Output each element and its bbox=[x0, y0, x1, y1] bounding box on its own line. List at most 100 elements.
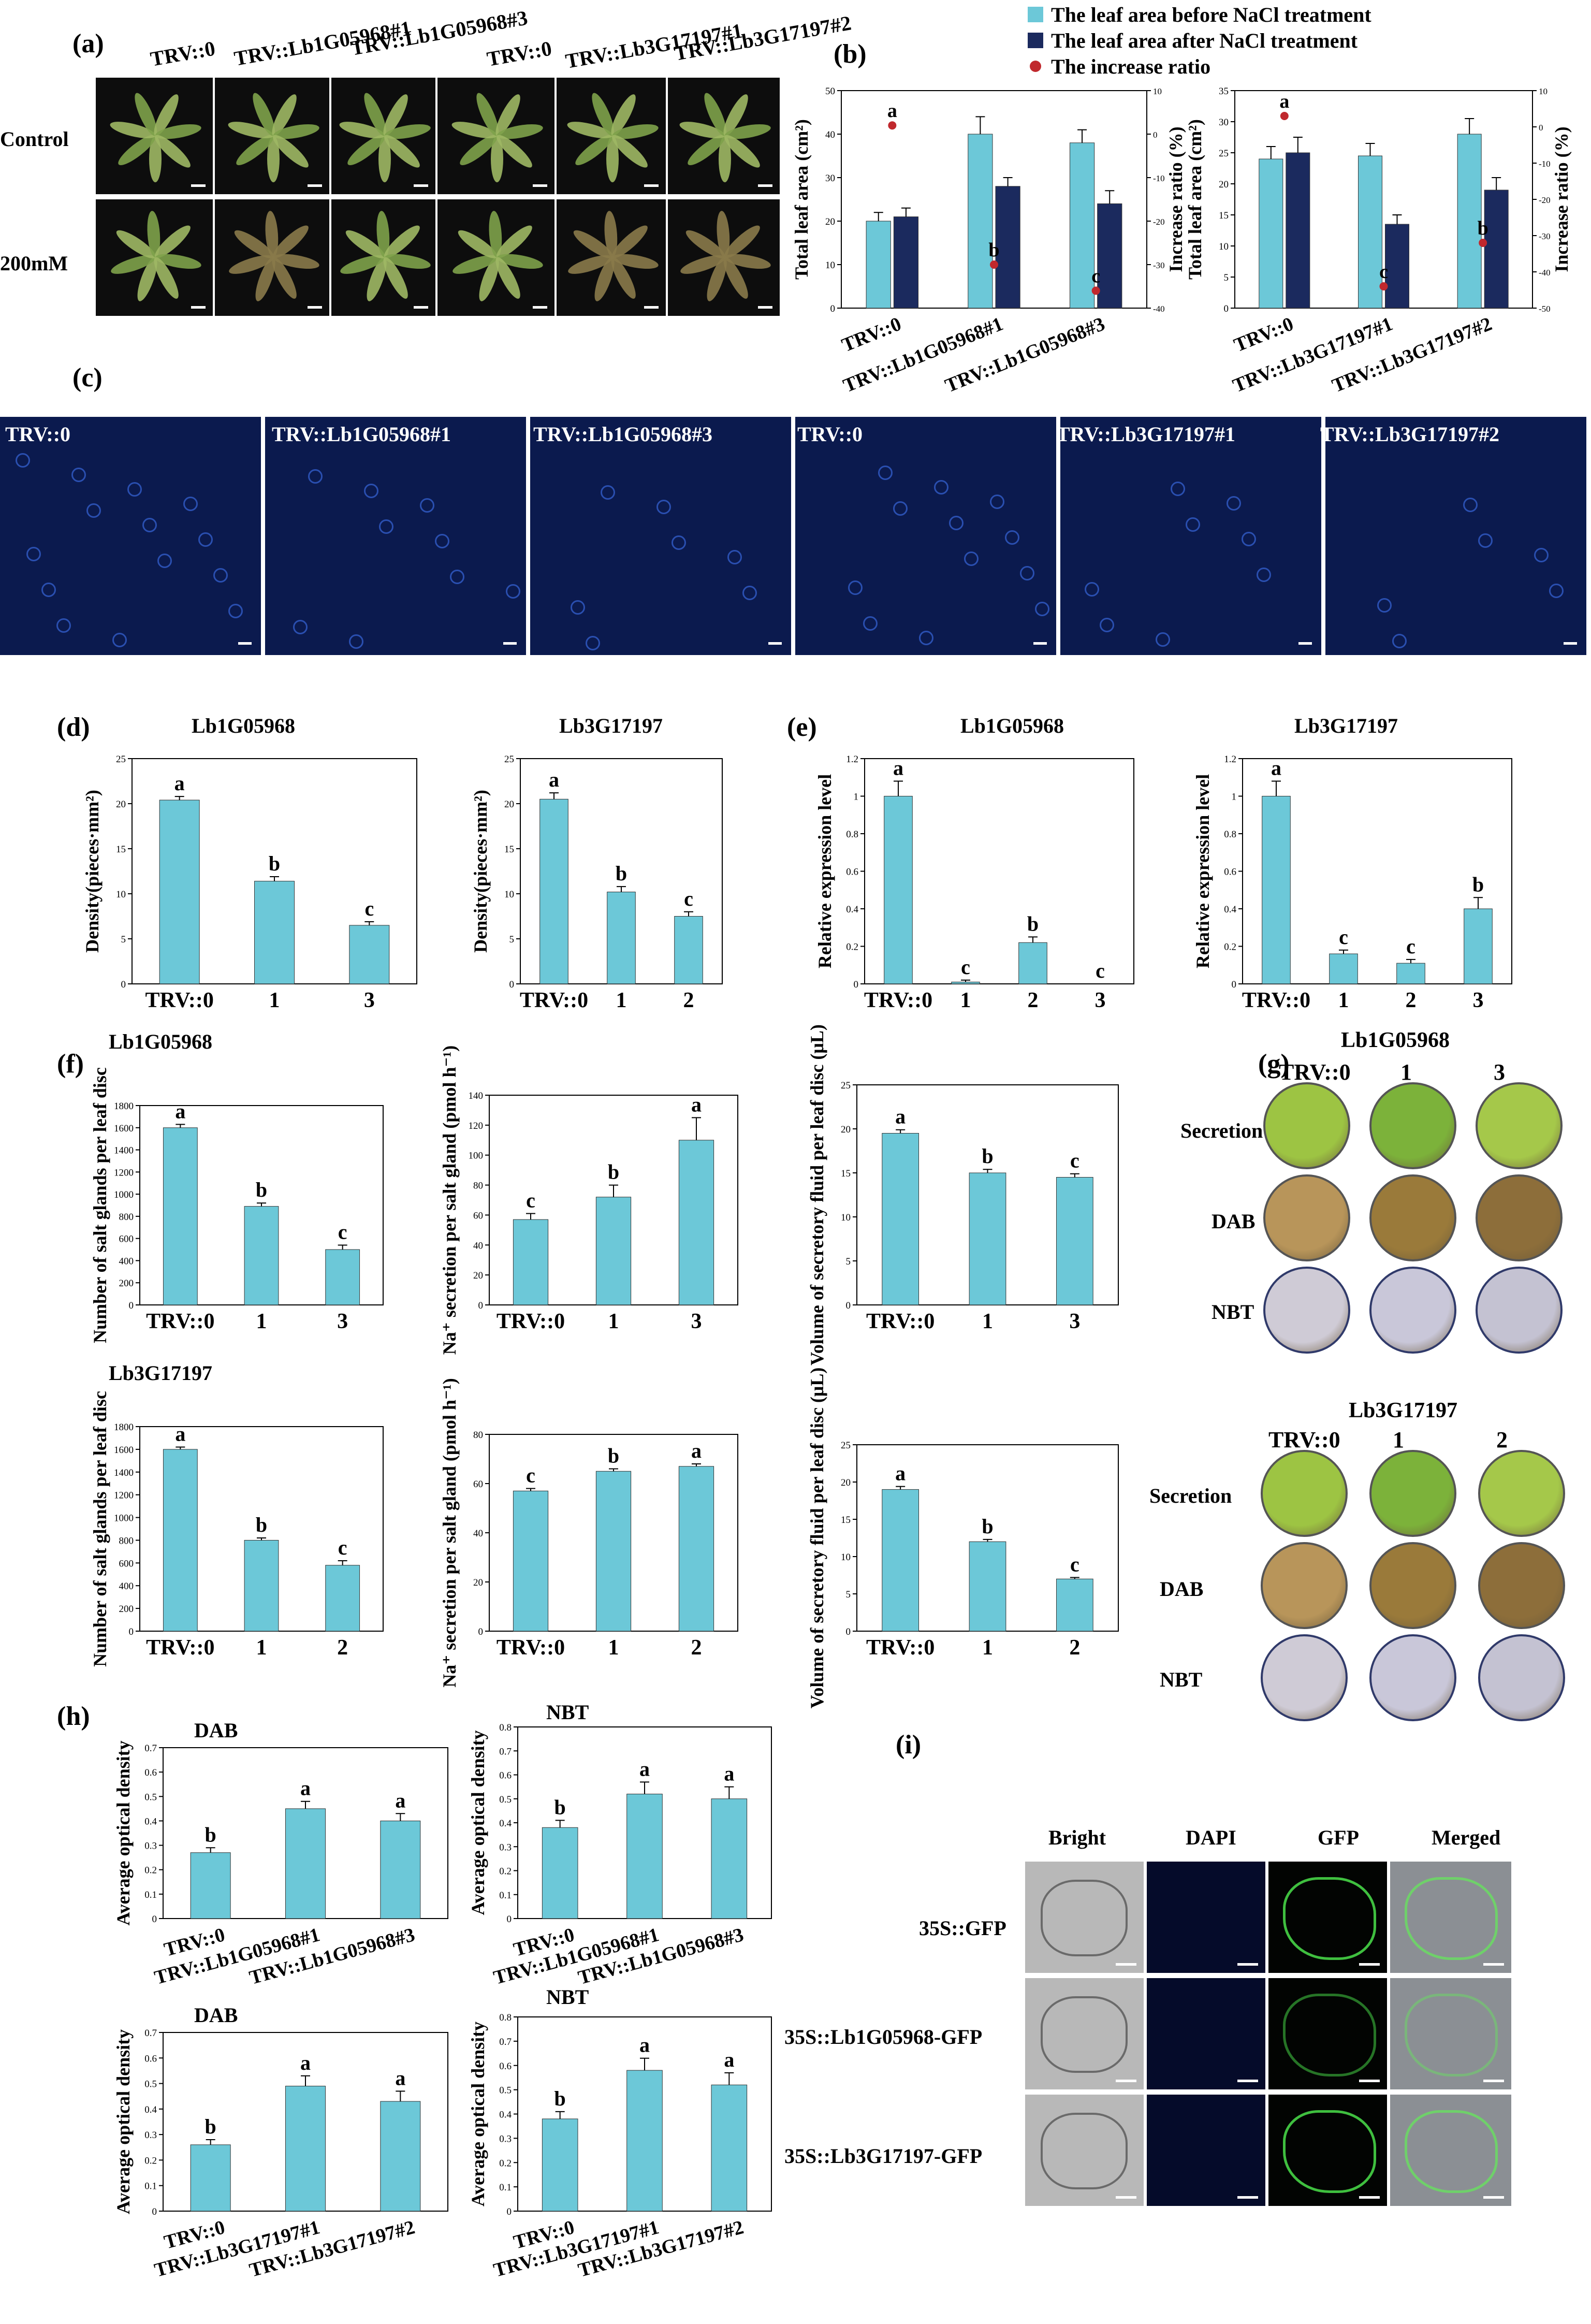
y2-tick-label: -10 bbox=[1539, 159, 1551, 169]
significance-letter: b bbox=[205, 1823, 216, 1846]
significance-letter: a bbox=[639, 2034, 650, 2057]
salt-gland bbox=[364, 484, 378, 498]
panel-label-a: (a) bbox=[72, 29, 104, 59]
bar bbox=[969, 1172, 1006, 1305]
salt-gland bbox=[157, 554, 172, 568]
scale-bar bbox=[308, 306, 322, 309]
plant-photo bbox=[557, 78, 666, 194]
plant-photo bbox=[215, 199, 329, 316]
y-tick-label: 400 bbox=[119, 1581, 134, 1592]
y-tick-label: 25 bbox=[1219, 148, 1229, 159]
bar bbox=[674, 916, 703, 984]
bar-after bbox=[1097, 203, 1122, 309]
x-tick-label: 2 bbox=[691, 1636, 702, 1660]
y-tick-label: 0.2 bbox=[144, 2155, 157, 2166]
x-tick-label: TRV::0 bbox=[146, 1310, 214, 1333]
i-row: 35S::Lb1G05968-GFP bbox=[784, 2025, 983, 2049]
salt-gland bbox=[1035, 602, 1049, 616]
y-tick-label: 0.6 bbox=[144, 1767, 157, 1778]
significance-letter: c bbox=[1070, 1552, 1079, 1576]
g-col: 3 bbox=[1494, 1059, 1505, 1085]
plant-photo bbox=[215, 78, 329, 194]
salt-gland bbox=[742, 586, 757, 600]
y-tick-label: 5 bbox=[121, 934, 126, 945]
y-tick-label: 0.4 bbox=[499, 2110, 512, 2120]
y-tick-label: 40 bbox=[473, 1528, 483, 1539]
x-tick-label: TRV::0 bbox=[866, 1310, 935, 1333]
gfp-image bbox=[1268, 1862, 1387, 1973]
gfp-image bbox=[1268, 1978, 1387, 2089]
y-tick-label: 0.1 bbox=[499, 1890, 512, 1901]
bar-before bbox=[866, 221, 891, 309]
salt-gland bbox=[586, 636, 600, 650]
y-tick-label: 0.1 bbox=[499, 2182, 512, 2193]
y-tick-label: 0.5 bbox=[144, 2079, 157, 2090]
bar bbox=[285, 2086, 326, 2212]
salt-gland bbox=[349, 634, 363, 649]
y-tick-label: 0.4 bbox=[846, 904, 858, 915]
scale-bar bbox=[1359, 2196, 1380, 2199]
y-tick-label: 0.6 bbox=[499, 2061, 512, 2072]
significance-letter: a bbox=[549, 768, 559, 791]
panel-label-f: (f) bbox=[57, 1049, 84, 1079]
y-axis-label: Volume of secretory fluid per leaf disc … bbox=[807, 1024, 827, 1366]
plant-photo bbox=[96, 78, 213, 194]
x-tick-label: 1 bbox=[269, 989, 280, 1012]
x-tick-label: TRV::0 bbox=[497, 1636, 565, 1660]
y-tick-label: 1200 bbox=[114, 1490, 134, 1501]
scale-bar bbox=[758, 306, 772, 309]
y-tick-label: 50 bbox=[825, 86, 835, 97]
significance-letter: c bbox=[338, 1221, 347, 1244]
bar-after bbox=[1484, 190, 1509, 309]
y-tick-label: 0.3 bbox=[144, 1841, 157, 1852]
significance-letter: a bbox=[724, 1762, 734, 1785]
significance-letter: b bbox=[256, 1513, 267, 1536]
y2-tick-label: -20 bbox=[1153, 217, 1165, 227]
x-tick-label: 1 bbox=[608, 1636, 619, 1660]
x-tick-label: 1 bbox=[982, 1636, 993, 1660]
y-tick-label: 60 bbox=[473, 1479, 483, 1490]
plant-photo bbox=[668, 78, 780, 194]
significance-letter: b bbox=[1478, 217, 1488, 239]
y-tick-label: 0 bbox=[830, 303, 836, 314]
y-tick-label: 0.8 bbox=[846, 829, 858, 840]
salt-gland bbox=[1549, 584, 1564, 598]
x-tick-label: 2 bbox=[1069, 1636, 1080, 1660]
x-tick-label: TRV::0 bbox=[520, 989, 588, 1012]
bar bbox=[951, 981, 980, 984]
significance-letter: c bbox=[1091, 265, 1100, 287]
ratio-dot bbox=[888, 121, 897, 130]
salt-gland bbox=[213, 568, 228, 583]
scale-bar bbox=[1116, 1963, 1136, 1966]
y-tick-label: 10 bbox=[504, 889, 514, 900]
cell-outline bbox=[1041, 1880, 1128, 1956]
y-tick-label: 1.2 bbox=[846, 754, 858, 765]
legend-swatch-after bbox=[1028, 33, 1043, 48]
y-tick-label: 200 bbox=[119, 1278, 134, 1289]
x-tick-label: 3 bbox=[1473, 989, 1484, 1012]
y-tick-label: 0 bbox=[507, 1914, 512, 1925]
salt-gland bbox=[893, 501, 908, 516]
x-tick-label: 1 bbox=[960, 989, 971, 1012]
y-tick-label: 1600 bbox=[114, 1445, 134, 1456]
ratio-dot bbox=[1091, 286, 1100, 295]
significance-letter: b bbox=[554, 1795, 566, 1819]
y-tick-label: 800 bbox=[119, 1212, 134, 1223]
significance-letter: a bbox=[395, 2066, 405, 2089]
salt-gland bbox=[1186, 517, 1200, 532]
y-tick-label: 200 bbox=[119, 1604, 134, 1615]
chart-title: Lb3G17197 bbox=[1294, 714, 1398, 737]
bar-before bbox=[1457, 134, 1482, 309]
c-label: TRV::0 bbox=[797, 423, 863, 446]
legend-text-ratio: The increase ratio bbox=[1051, 55, 1211, 78]
salt-gland bbox=[1242, 532, 1256, 546]
dapi-image bbox=[1147, 1862, 1265, 1973]
microscopy-row bbox=[0, 417, 1591, 655]
g-title-bottom: Lb3G17197 bbox=[1349, 1399, 1458, 1422]
y-tick-label: 5 bbox=[1224, 272, 1229, 283]
y-tick-label: 0.8 bbox=[1224, 829, 1236, 840]
y-tick-label: 0.3 bbox=[499, 2133, 512, 2144]
x-tick-label: TRV::0 bbox=[839, 313, 904, 356]
legend-text-before: The leaf area before NaCl treatment bbox=[1051, 3, 1371, 26]
salt-gland bbox=[1257, 568, 1271, 582]
